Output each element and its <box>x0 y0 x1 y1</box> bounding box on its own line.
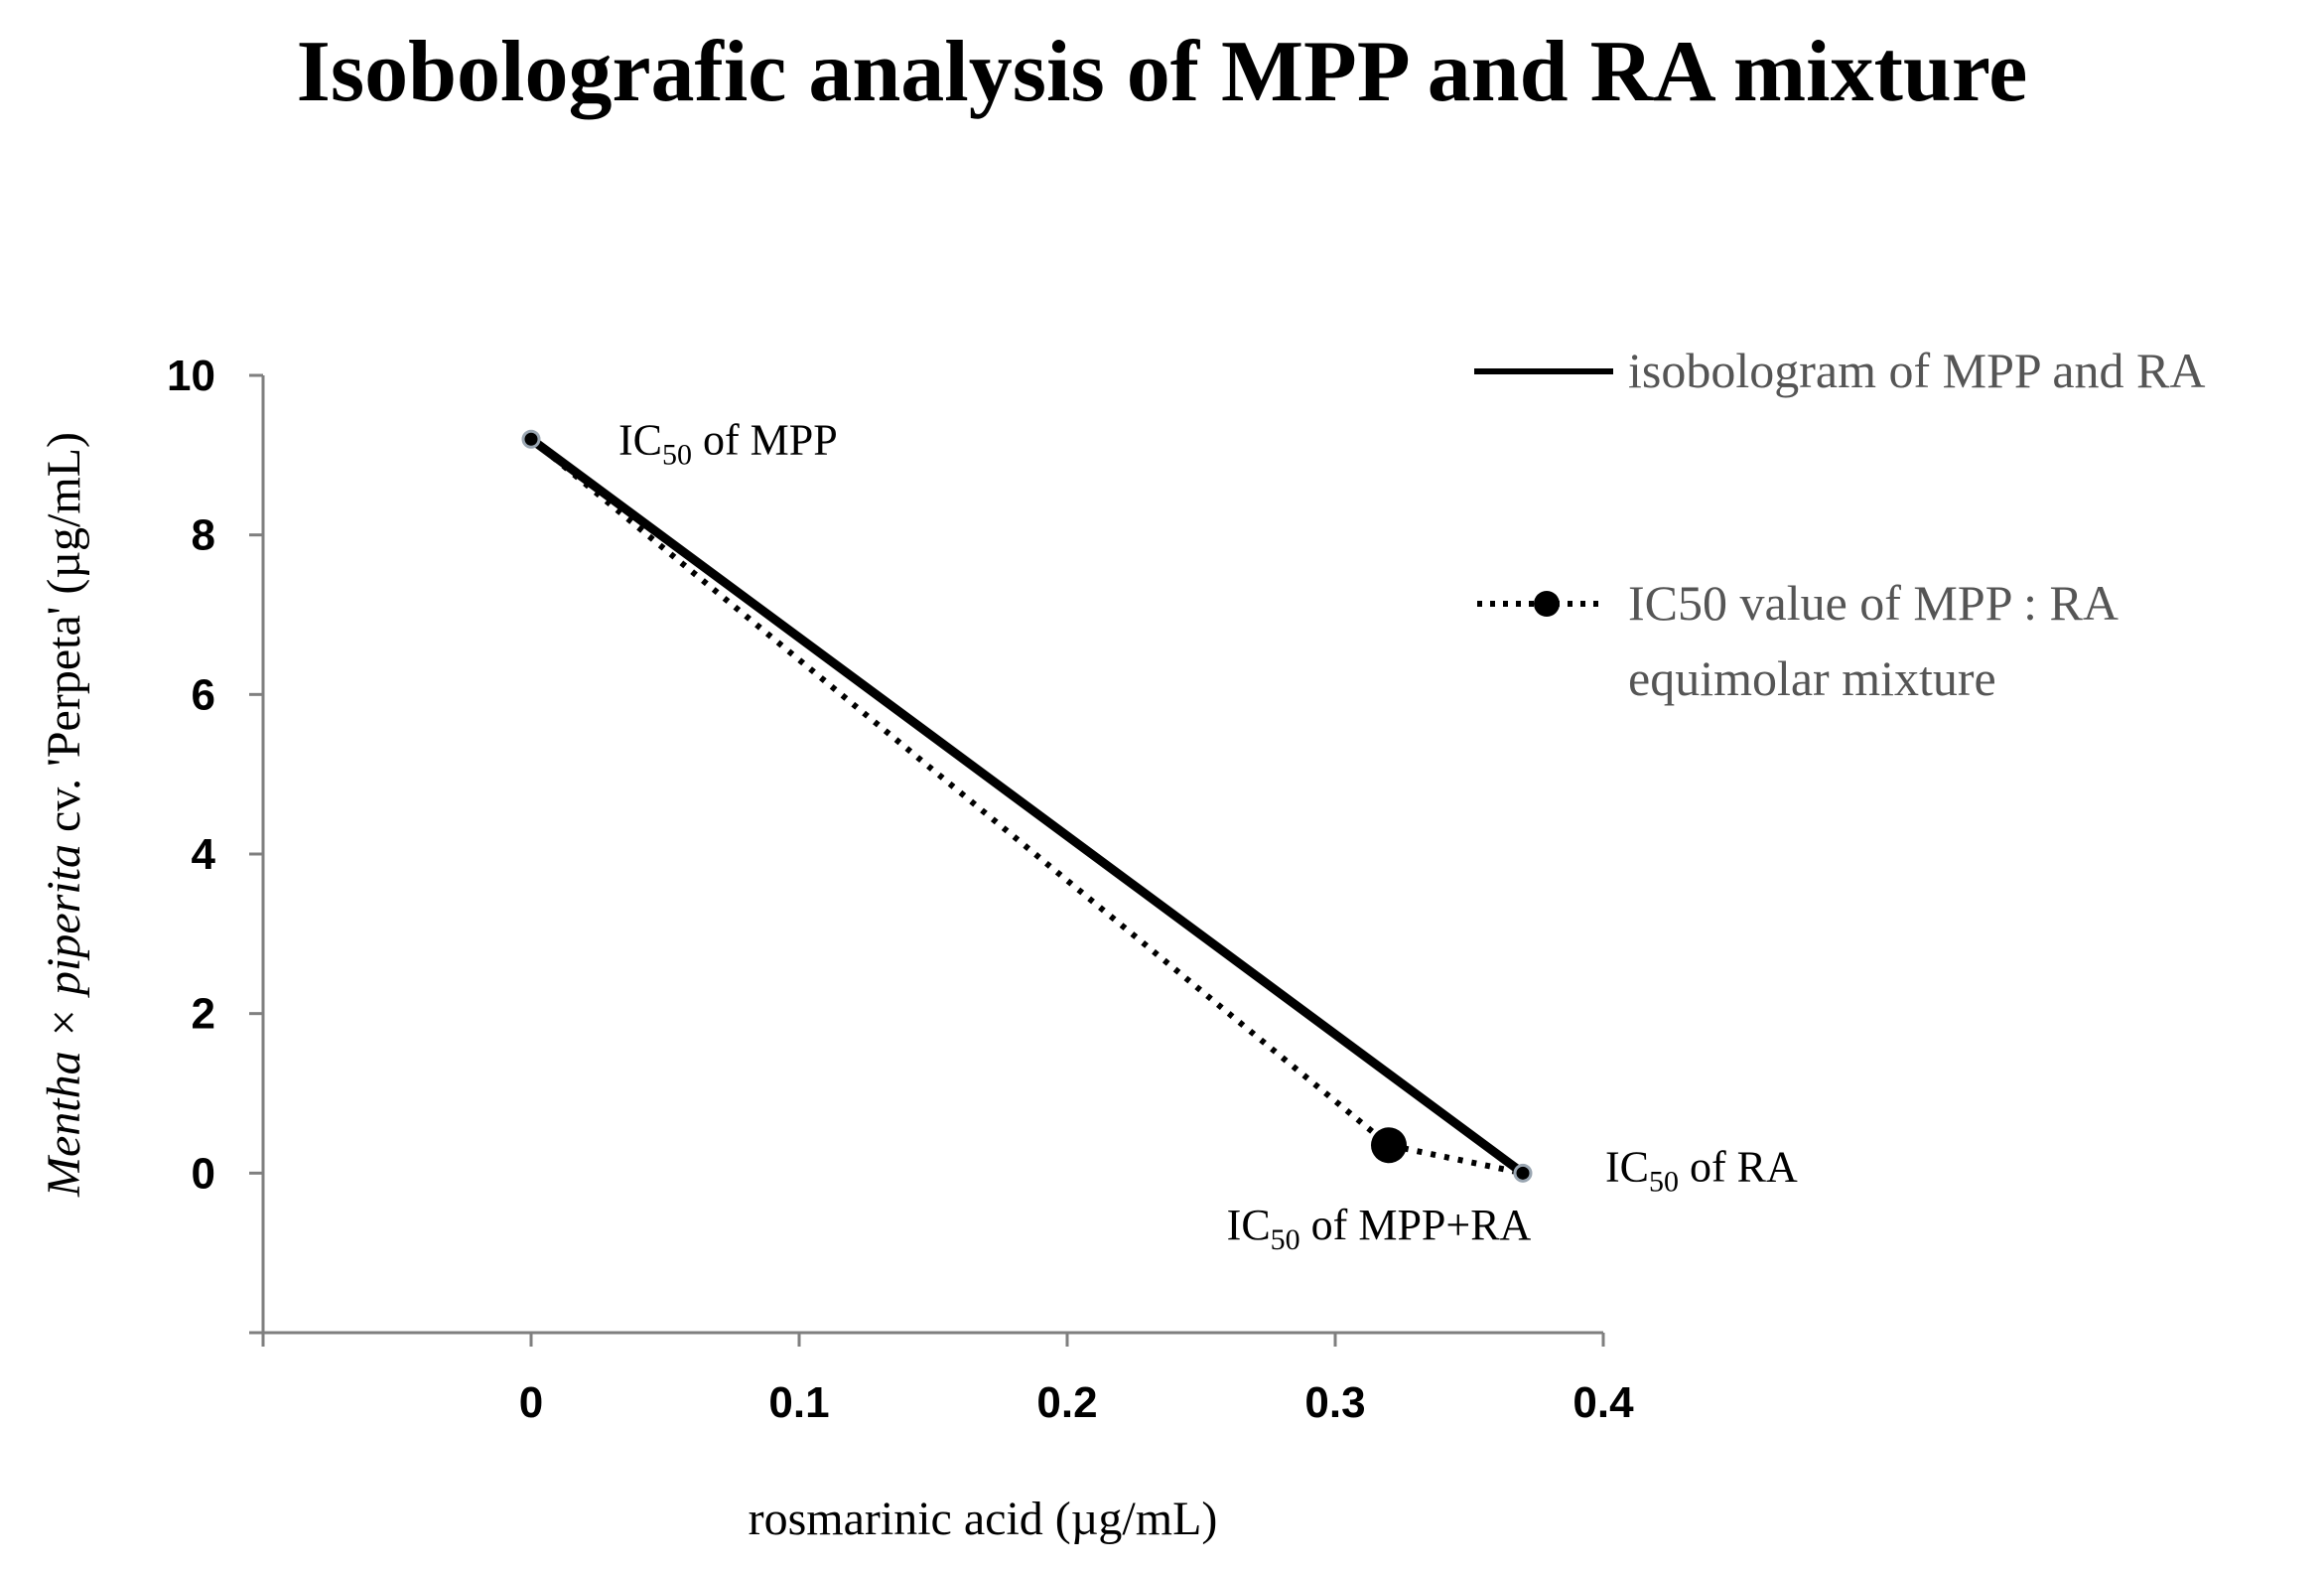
y-tick-label: 2 <box>192 990 215 1039</box>
y-tick-label: 8 <box>192 511 215 560</box>
annotation-label: IC50 of MPP+RA <box>1227 1201 1532 1256</box>
chart-title: Isobolografic analysis of MPP and RA mix… <box>296 24 2028 120</box>
endpoint-marker <box>521 429 541 449</box>
x-tick-label: 0.2 <box>1036 1378 1097 1427</box>
series-layer <box>521 429 1533 1183</box>
legend-entry-isobologram: isobologram of MPP and RA <box>1628 343 2206 398</box>
annotation-prefix: IC <box>618 415 662 464</box>
y-tick-label: 4 <box>192 830 216 879</box>
x-tick-label: 0.3 <box>1304 1378 1365 1427</box>
legend: isobologram of MPP and RA IC50 value of … <box>1474 343 2206 706</box>
series-line-0 <box>528 435 1526 1177</box>
mixture-point <box>1371 1127 1407 1164</box>
x-tick-label: 0.1 <box>768 1378 829 1427</box>
legend-entry-mixture-line1: IC50 value of MPP : RA <box>1628 575 2119 631</box>
annotation-subscript: 50 <box>1271 1223 1300 1256</box>
annotation-prefix: IC <box>1227 1201 1271 1249</box>
y-tick-label: 10 <box>167 352 215 400</box>
y-tick-label: 6 <box>192 670 215 719</box>
endpoint-marker <box>1513 1163 1533 1183</box>
annotation-suffix: of MPP <box>692 415 838 464</box>
y-tick-label: 0 <box>192 1149 215 1198</box>
y-axis-label-italic: Mentha × piperita <box>38 844 90 1198</box>
legend-entry-mixture-line2: equimolar mixture <box>1628 650 1996 706</box>
annotation-label: IC50 of RA <box>1605 1142 1798 1198</box>
annotation-label: IC50 of MPP <box>618 415 838 471</box>
annotation-subscript: 50 <box>662 438 692 471</box>
annotation-suffix: of RA <box>1679 1142 1798 1191</box>
x-tick-label: 0 <box>519 1378 543 1427</box>
y-axis-label-rest: cv. 'Perpeta' (µg/mL) <box>38 432 90 844</box>
annotation-subscript: 50 <box>1649 1165 1679 1198</box>
x-axis-label: rosmarinic acid (µg/mL) <box>749 1493 1218 1545</box>
axes: 0 2 4 6 8 10 0 0.1 0.2 0.3 0.4 <box>167 352 1634 1427</box>
x-tick-label: 0.4 <box>1572 1378 1634 1427</box>
y-axis-label: Mentha × piperita cv. 'Perpeta' (µg/mL) <box>38 432 90 1198</box>
legend-marker <box>1534 591 1560 617</box>
annotation-suffix: of MPP+RA <box>1300 1201 1532 1249</box>
annotation-prefix: IC <box>1605 1142 1649 1191</box>
